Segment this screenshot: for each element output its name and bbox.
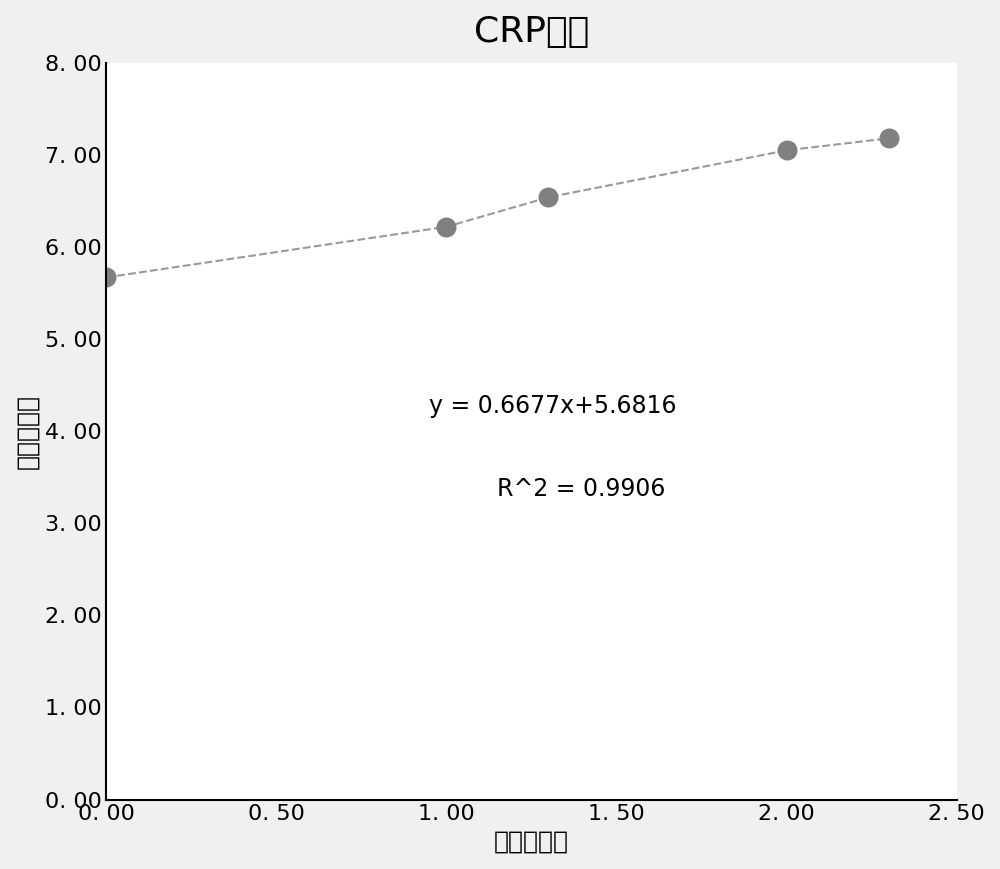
X-axis label: 浓度值对数: 浓度值对数 [494, 830, 569, 854]
Title: CRP曲线: CRP曲线 [474, 15, 589, 49]
Point [779, 143, 795, 157]
Point [540, 190, 556, 204]
Text: y = 0.6677x+5.6816: y = 0.6677x+5.6816 [429, 394, 677, 418]
Point [881, 131, 897, 145]
Y-axis label: 发光值对数: 发光值对数 [15, 394, 39, 468]
Text: R^2 = 0.9906: R^2 = 0.9906 [497, 477, 666, 501]
Point [98, 270, 114, 284]
Point [438, 220, 454, 234]
